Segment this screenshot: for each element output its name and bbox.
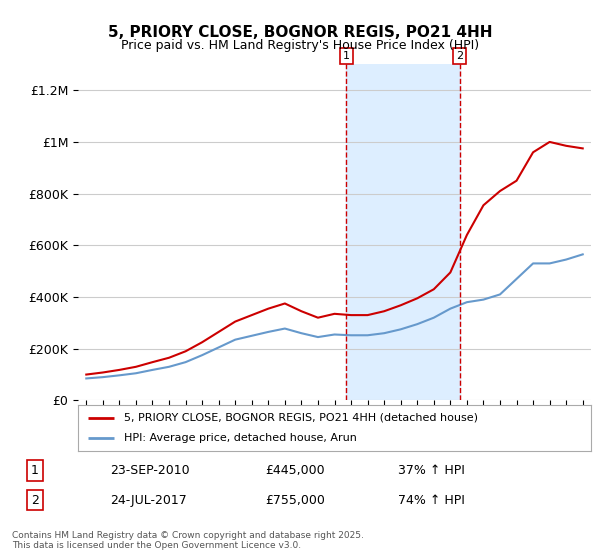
- Text: Price paid vs. HM Land Registry's House Price Index (HPI): Price paid vs. HM Land Registry's House …: [121, 39, 479, 52]
- Text: 74% ↑ HPI: 74% ↑ HPI: [398, 493, 465, 507]
- Text: 23-SEP-2010: 23-SEP-2010: [110, 464, 190, 477]
- Text: £755,000: £755,000: [265, 493, 325, 507]
- Text: Contains HM Land Registry data © Crown copyright and database right 2025.
This d: Contains HM Land Registry data © Crown c…: [12, 531, 364, 550]
- Text: 5, PRIORY CLOSE, BOGNOR REGIS, PO21 4HH: 5, PRIORY CLOSE, BOGNOR REGIS, PO21 4HH: [108, 25, 492, 40]
- Text: 24-JUL-2017: 24-JUL-2017: [110, 493, 187, 507]
- Text: HPI: Average price, detached house, Arun: HPI: Average price, detached house, Arun: [124, 433, 357, 443]
- Text: 2: 2: [31, 493, 39, 507]
- Text: 1: 1: [343, 51, 350, 61]
- Text: 2: 2: [456, 51, 463, 61]
- Text: 37% ↑ HPI: 37% ↑ HPI: [398, 464, 465, 477]
- Text: 1: 1: [31, 464, 39, 477]
- Bar: [346, 64, 460, 400]
- Text: £445,000: £445,000: [265, 464, 325, 477]
- Text: 5, PRIORY CLOSE, BOGNOR REGIS, PO21 4HH (detached house): 5, PRIORY CLOSE, BOGNOR REGIS, PO21 4HH …: [124, 413, 478, 423]
